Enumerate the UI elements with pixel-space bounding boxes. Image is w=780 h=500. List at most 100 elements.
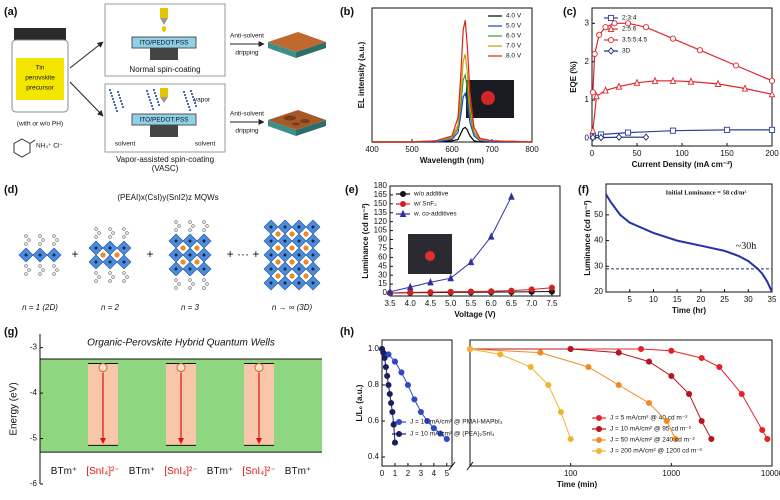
- vapor-dot: [193, 101, 197, 105]
- y-axis-label: Energy (eV): [9, 382, 20, 435]
- sn-atom: [297, 239, 301, 243]
- marker: [607, 14, 615, 22]
- organic-atom: [38, 272, 42, 276]
- x-tick-label: 800: [525, 145, 539, 154]
- marker: [595, 436, 603, 444]
- sn-atom: [269, 253, 273, 257]
- x-tick-label: 4.5: [425, 299, 437, 308]
- marker: [595, 425, 603, 433]
- organic-atom: [122, 271, 126, 275]
- marker: [385, 351, 392, 358]
- marker: [615, 133, 623, 141]
- marker: [487, 232, 495, 240]
- organic-atom: [52, 272, 56, 276]
- sn-atom: [94, 246, 98, 250]
- cs-atom: [114, 252, 120, 258]
- legend-label: J = 10 mA/cm² @ PMAI-MAPbI₃: [410, 419, 503, 426]
- vapor-dot: [121, 105, 125, 109]
- marker: [508, 287, 515, 294]
- marker: [427, 289, 434, 296]
- substrate-text: ITO/PEDOT:PSS: [139, 117, 189, 124]
- dropper-tip: [160, 18, 168, 25]
- panel-label: (b): [340, 6, 354, 18]
- step-text: dripping: [235, 50, 259, 57]
- vapor-dot: [117, 93, 121, 97]
- legend-label: J = 10 mA/cm² @ 95 cd m⁻²: [610, 426, 692, 433]
- inset-glow: [425, 251, 435, 261]
- organic-atom: [191, 282, 195, 286]
- diagram-title: (PEAI)x(CsI)y(SnI2)z MQWs: [117, 193, 218, 202]
- sn-atom: [52, 253, 56, 257]
- sn-atom: [24, 253, 28, 257]
- cs-atom: [275, 273, 281, 279]
- y-tick-label: 20: [594, 287, 603, 296]
- vapor-dot: [110, 94, 114, 98]
- cs-atom: [180, 259, 186, 265]
- organic-atom: [94, 279, 98, 283]
- marker: [567, 345, 574, 353]
- legend-label: 2:3:4: [622, 15, 637, 22]
- barrier-label: BTm⁺: [129, 466, 155, 477]
- structure-label: n → ∞ (3D): [272, 303, 313, 312]
- marker: [585, 363, 592, 371]
- step-text: dripping: [235, 128, 259, 135]
- vapor-dot: [118, 96, 122, 100]
- vapor-dot: [189, 89, 193, 93]
- organic-atom: [202, 286, 206, 290]
- marker: [723, 126, 731, 133]
- marker: [764, 435, 771, 443]
- structure-label: n = 1 (2D): [22, 303, 58, 312]
- y-tick-label: 105: [374, 226, 388, 235]
- sn-atom: [174, 267, 178, 271]
- chart-title: Organic-Perovskite Hybrid Quantum Wells: [87, 338, 275, 349]
- arrow: [69, 41, 104, 69]
- x-tick-label: 1: [393, 469, 398, 478]
- operator: +: [146, 247, 153, 261]
- vial-text: precursor: [26, 85, 54, 92]
- structure-label: n = 3: [181, 303, 200, 312]
- x-tick-label: 20: [696, 295, 705, 304]
- organic-atom: [38, 242, 42, 246]
- legend-label: 3.5:5:4.5: [622, 37, 648, 44]
- organic-atom: [111, 231, 115, 235]
- cs-atom: [303, 259, 309, 265]
- marker: [430, 425, 437, 432]
- organic-atom: [122, 235, 126, 239]
- organic-atom: [38, 234, 42, 238]
- marker: [390, 421, 397, 428]
- panel-d: (d) (PEAI)x(CsI)y(SnI2)z MQWs n = 1 (2D)…: [4, 184, 321, 312]
- sn-atom: [202, 253, 206, 257]
- marker: [545, 381, 552, 389]
- cs-atom: [180, 245, 186, 251]
- marker: [642, 24, 650, 31]
- legend-label: 8.0 V: [506, 53, 522, 60]
- marker: [642, 133, 650, 141]
- structure-label: n = 2: [101, 303, 120, 312]
- y-tick-label: 150: [374, 199, 388, 208]
- sn-atom: [297, 267, 301, 271]
- series-line: [372, 91, 532, 143]
- organic-atom: [188, 220, 192, 224]
- axis-break: [466, 461, 474, 471]
- organic-atom: [94, 235, 98, 239]
- plot-frame: [591, 7, 773, 147]
- organic-atom: [174, 278, 178, 282]
- vapor-dot: [154, 94, 158, 98]
- y-tick-label: 0.8: [368, 380, 380, 389]
- well-label: [SnI₄]²⁻: [86, 466, 119, 477]
- cs-atom: [100, 252, 106, 258]
- legend-label: 3D: [622, 48, 631, 55]
- legend-label: 6.0 V: [506, 33, 522, 40]
- marker: [597, 133, 605, 142]
- organic-atom: [108, 271, 112, 275]
- y-tick-label: 60: [378, 252, 387, 261]
- organic-atom: [24, 264, 28, 268]
- sn-atom: [174, 253, 178, 257]
- y-tick-label: 1: [585, 95, 590, 104]
- sn-atom: [311, 281, 315, 285]
- sn-atom: [311, 239, 315, 243]
- cs-atom: [275, 245, 281, 251]
- sn-atom: [283, 239, 287, 243]
- x-tick-label: 5.5: [465, 299, 477, 308]
- film-side: [268, 120, 296, 136]
